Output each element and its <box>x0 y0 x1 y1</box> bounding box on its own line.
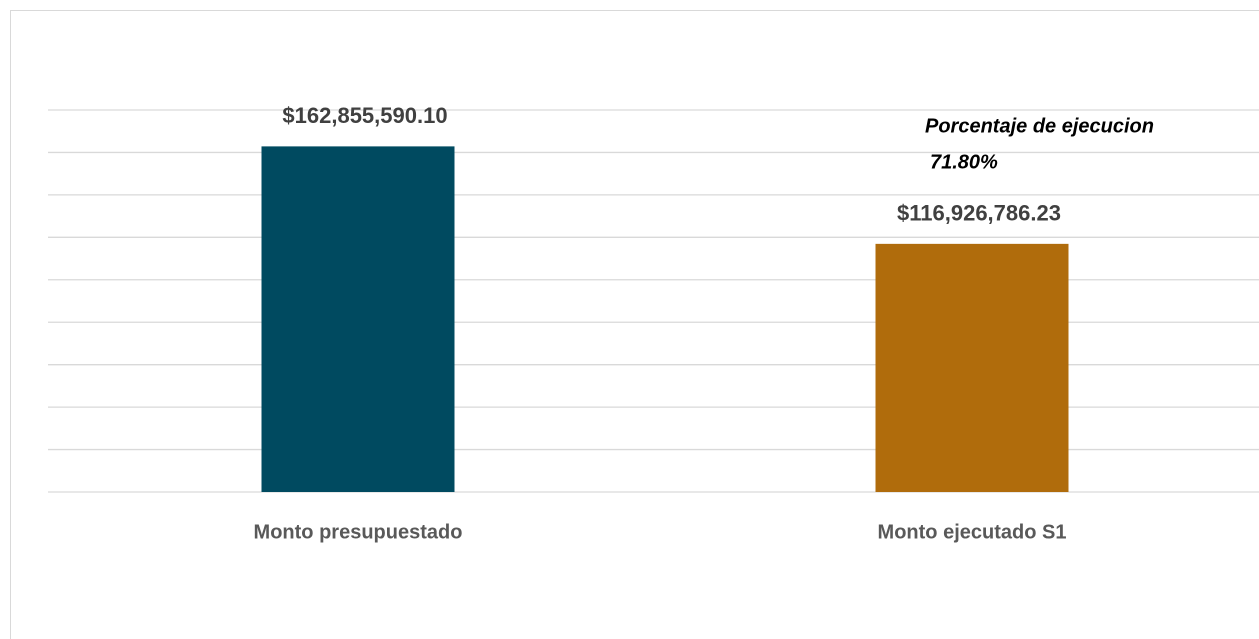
annotation: 71.80% <box>930 151 998 173</box>
x-tick-label: Monto ejecutado S1 <box>878 521 1067 543</box>
x-tick-label: Monto presupuestado <box>254 521 463 543</box>
chart-frame <box>10 10 1259 639</box>
value-label: $162,855,590.10 <box>282 103 447 128</box>
bar <box>261 146 455 492</box>
annotation: Porcentaje de ejecucion <box>925 115 1154 137</box>
bar <box>875 243 1069 492</box>
value-label: $116,926,786.23 <box>897 201 1061 226</box>
